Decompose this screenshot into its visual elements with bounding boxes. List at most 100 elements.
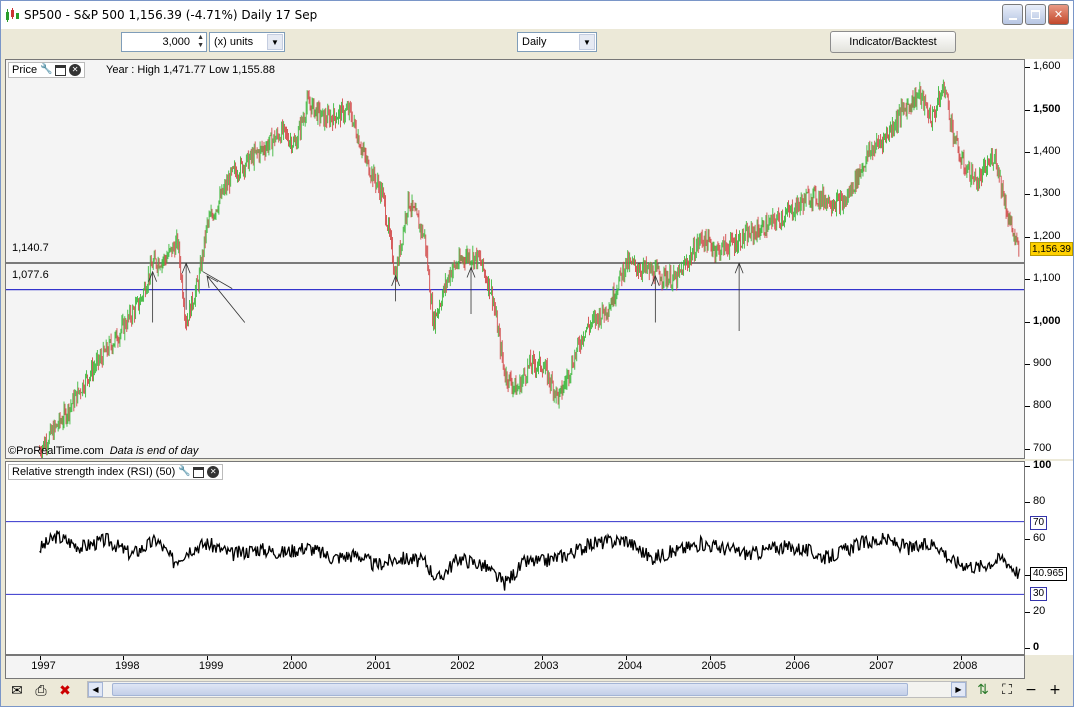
year-label: 1999	[198, 660, 224, 672]
axis-tick	[1025, 406, 1030, 408]
units-select[interactable]: (x) units ▼	[209, 32, 285, 52]
year-label: 2008	[952, 660, 978, 672]
rsi-chart	[6, 521, 1024, 595]
time-axis: 1997 1998 1999 2000 2001 2002 2003 2004 2005 2006…	[5, 655, 1025, 679]
scale-icon[interactable]: ⇅	[977, 682, 989, 698]
axis-tick	[1025, 363, 1030, 365]
envelope-icon[interactable]: ✉	[11, 683, 23, 699]
close-button[interactable]: ✕	[1048, 4, 1069, 25]
maximize-button[interactable]	[1025, 4, 1046, 25]
annotation-arrowhead	[206, 275, 219, 289]
price-axis-tick-label: 1,300	[1033, 187, 1061, 200]
annotation-arrow	[202, 271, 233, 289]
axis-tick	[1025, 152, 1030, 154]
watermark-note: Data is end of day	[109, 445, 199, 457]
window-icon[interactable]	[193, 466, 205, 478]
price-axis-tick-label: 700	[1033, 441, 1052, 454]
axis-tick	[290, 656, 292, 660]
axis-tick	[1025, 321, 1030, 323]
axis-tick	[1025, 648, 1030, 649]
axis-tick	[1025, 502, 1030, 504]
axis-tick	[374, 656, 376, 660]
indicator-backtest-button[interactable]: Indicator/Backtest	[830, 31, 956, 53]
panel-title: Price	[12, 64, 38, 76]
price-axis-tick-label: 1,400	[1033, 145, 1061, 158]
last-price-badge: 1,156.39	[1030, 242, 1073, 256]
rsi-panel-header: Relative strength index (RSI) (50) 🔧 ✕	[8, 464, 224, 480]
rsi-axis-tick-label: 60	[1033, 531, 1046, 544]
period-select[interactable]: Daily ▼	[517, 32, 597, 52]
stepper-arrows-icon[interactable]: ▲ ▼	[197, 34, 204, 49]
axis-tick	[458, 656, 460, 660]
rsi-axis-tick-label: 20	[1033, 604, 1046, 617]
price-axis-tick-label: 1,000	[1033, 314, 1061, 327]
wrench-icon[interactable]: 🔧	[178, 466, 191, 477]
support-line-label: 1,077.6	[12, 269, 49, 281]
minimize-button[interactable]	[1002, 4, 1023, 25]
axis-tick	[1025, 279, 1030, 281]
axis-tick	[1025, 575, 1030, 577]
year-label: 2003	[533, 660, 559, 672]
chevron-down-icon[interactable]: ▼	[267, 34, 283, 50]
zoom-in-icon[interactable]: +	[1049, 682, 1061, 698]
title-bar: SP500 - S&P 500 1,156.39 (-4.71%) Daily …	[1, 1, 1073, 29]
axis-tick	[123, 656, 125, 660]
zoom-out-icon[interactable]: −	[1025, 682, 1037, 698]
price-axis-tick-label: 1,100	[1033, 272, 1061, 285]
scroll-left-icon[interactable]: ◀	[88, 682, 103, 697]
delete-icon[interactable]: ✖	[59, 683, 71, 699]
candlestick-app-icon	[6, 8, 19, 22]
printer-icon[interactable]: ⎙	[35, 683, 47, 699]
rsi-line	[39, 530, 1021, 591]
window-title: SP500 - S&P 500 1,156.39 (-4.71%) Daily …	[24, 8, 318, 22]
axis-tick	[1025, 466, 1030, 467]
axis-tick	[1025, 448, 1030, 450]
rsi-axis-tick-label: 80	[1033, 495, 1046, 508]
close-panel-icon[interactable]: ✕	[69, 64, 82, 76]
window-controls: ✕	[1002, 4, 1069, 25]
axis-tick	[1025, 109, 1030, 111]
watermark: ©ProRealTime.com Data is end of day	[8, 445, 198, 457]
units-stepper[interactable]: 3,000 ▲ ▼	[121, 32, 207, 52]
axis-tick	[1025, 611, 1030, 613]
zoom-controls: ⇅ ⛶ − +	[973, 681, 1065, 699]
axis-tick	[626, 656, 628, 660]
window-icon[interactable]	[55, 64, 67, 76]
period-select-value: Daily	[522, 36, 547, 48]
annotation-arrowhead	[734, 262, 744, 274]
fit-zoom-icon[interactable]: ⛶	[1002, 682, 1012, 698]
year-label: 1998	[115, 660, 140, 672]
rsi-axis-tick-label: 100	[1033, 459, 1052, 471]
wrench-icon[interactable]: 🔧	[40, 64, 53, 75]
axis-tick	[793, 656, 795, 660]
axis-tick	[709, 656, 711, 660]
annotation-arrowhead	[650, 274, 660, 287]
axis-tick	[1025, 67, 1030, 69]
rsi-panel: Relative strength index (RSI) (50) 🔧 ✕	[5, 461, 1025, 655]
year-label: 2007	[869, 660, 894, 672]
axis-tick	[207, 656, 209, 660]
year-label: 2000	[282, 660, 308, 672]
maximize-icon	[1031, 10, 1040, 19]
chevron-down-icon[interactable]: ▼	[579, 34, 595, 50]
panel-title: Relative strength index (RSI) (50)	[12, 466, 176, 478]
units-value: 3,000	[162, 36, 190, 48]
year-label: 2006	[785, 660, 810, 672]
axis-tick	[1025, 194, 1030, 196]
scroll-thumb[interactable]	[112, 683, 908, 696]
price-chart	[6, 79, 1024, 458]
axis-tick	[542, 656, 544, 660]
close-icon: ✕	[1053, 8, 1064, 21]
axis-tick	[1025, 538, 1030, 540]
price-axis-tick-label: 1,200	[1033, 229, 1061, 242]
horizontal-scrollbar[interactable]: ◀ ▶	[87, 681, 967, 698]
units-select-value: (x) units	[214, 36, 254, 48]
rsi-last-value-label: 40.965	[1030, 567, 1067, 581]
minimize-icon	[1008, 17, 1017, 20]
close-panel-icon[interactable]: ✕	[207, 466, 220, 478]
annotation-arrowhead	[181, 262, 191, 274]
scroll-right-icon[interactable]: ▶	[951, 682, 966, 697]
price-info: Year : High 1,471.77 Low 1,155.88	[106, 64, 276, 76]
year-label: 2001	[366, 660, 391, 672]
